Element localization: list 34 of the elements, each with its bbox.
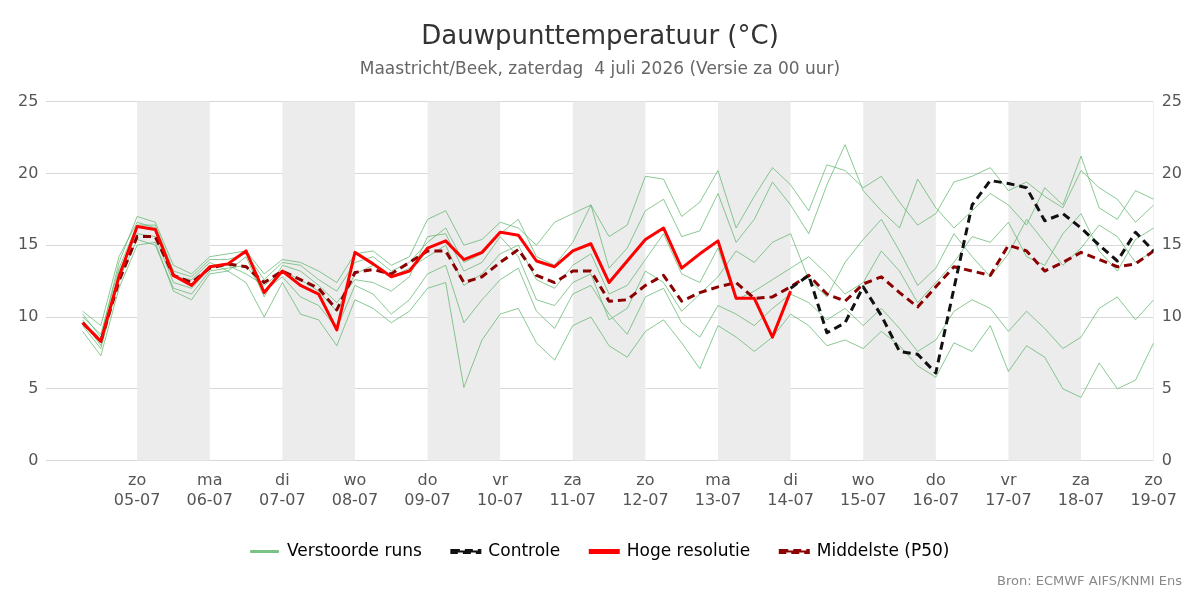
text: Bron: ECMWF AIFS/KNMI Ens (997, 573, 1183, 588)
y-tick-label: 0 (28, 449, 39, 469)
x-tick-label: zo 19-07 (1130, 470, 1177, 509)
x-tick-label: wo 15-07 (839, 470, 887, 509)
y2-tick-label: 25 (1161, 90, 1182, 110)
y2-tick-label: 10 (1161, 306, 1182, 326)
x-tick-label: do 16-07 (912, 470, 960, 509)
y2-tick-label: 0 (1161, 449, 1172, 469)
x-tick-label: za 11-07 (549, 470, 597, 509)
y-tick-label: 15 (18, 234, 39, 254)
y-tick-label: 20 (18, 162, 39, 182)
x-tick-label: do 09-07 (404, 470, 451, 509)
x-tick-label: ma 13-07 (694, 470, 742, 509)
y2-tick-label: 5 (1161, 377, 1172, 397)
y2-tick-label: 20 (1161, 162, 1182, 182)
x-tick-label: vr 17-07 (985, 470, 1032, 509)
x-tick-label: ma 06-07 (186, 470, 233, 509)
y2-tick-label: 15 (1161, 234, 1182, 254)
y-tick-label: 25 (18, 90, 39, 110)
y-tick-label: 5 (28, 377, 39, 397)
legend-label: Verstoorde runs (287, 539, 422, 560)
x-tick-label: wo 08-07 (331, 470, 379, 509)
x-tick-label: zo 12-07 (622, 470, 669, 509)
chart-title: Dauwpunttemperatuur (°C) (421, 20, 779, 51)
x-tick-label: vr 10-07 (476, 470, 524, 509)
legend-label: Hoge resolutie (626, 539, 751, 560)
chart-subtitle: Maastricht/Beek, zaterdag 4 juli 2026 (Versie za 00 uur) (359, 57, 841, 78)
x-tick-label: di 14-07 (767, 470, 814, 509)
x-tick-label: di 07-07 (259, 470, 306, 509)
x-tick-label: zo 05-07 (113, 470, 161, 509)
legend-label: Controle (488, 539, 561, 560)
legend-label: Middelste (P50) (816, 539, 950, 560)
y-tick-label: 10 (18, 306, 39, 326)
x-tick-label: za 18-07 (1057, 470, 1105, 509)
